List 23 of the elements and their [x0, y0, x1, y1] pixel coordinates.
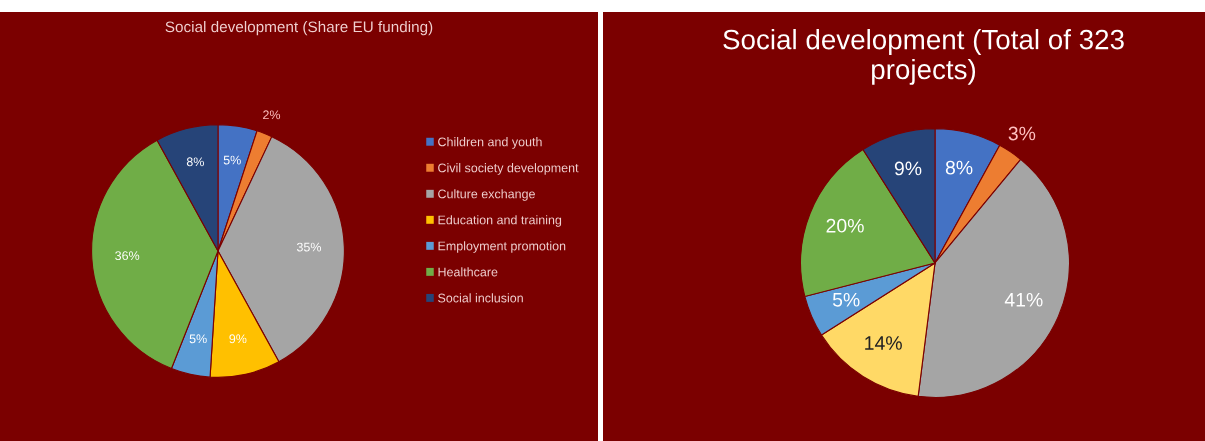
data-label: 5% [832, 292, 860, 307]
legend-label: Culture exchange [438, 189, 535, 201]
chart-title: Social development (Total of 323 projects) [723, 29, 1124, 85]
data-label: 9% [894, 161, 922, 176]
data-label: 41% [1004, 292, 1043, 307]
data-label: 20% [826, 218, 864, 233]
data-label: 8% [945, 160, 973, 175]
data-label: 2% [263, 110, 281, 120]
legend-label: Social inclusion [438, 293, 523, 303]
chart-title: Social development (Share EU funding) [165, 21, 433, 36]
legend-label: Education and training [438, 215, 562, 227]
data-label: 8% [186, 157, 204, 167]
data-label: 9% [229, 334, 247, 344]
data-label: 5% [223, 155, 241, 165]
data-label: 3% [1008, 126, 1036, 141]
data-label: 35% [296, 242, 322, 252]
legend-label: Civil society development [438, 163, 579, 175]
data-label: 5% [189, 334, 207, 344]
legend-label: Children and youth [438, 137, 542, 149]
data-label: 14% [865, 336, 902, 350]
legend-label: Employment promotion [438, 241, 566, 253]
data-label: 36% [115, 251, 140, 261]
legend-label: Healthcare [438, 267, 498, 277]
